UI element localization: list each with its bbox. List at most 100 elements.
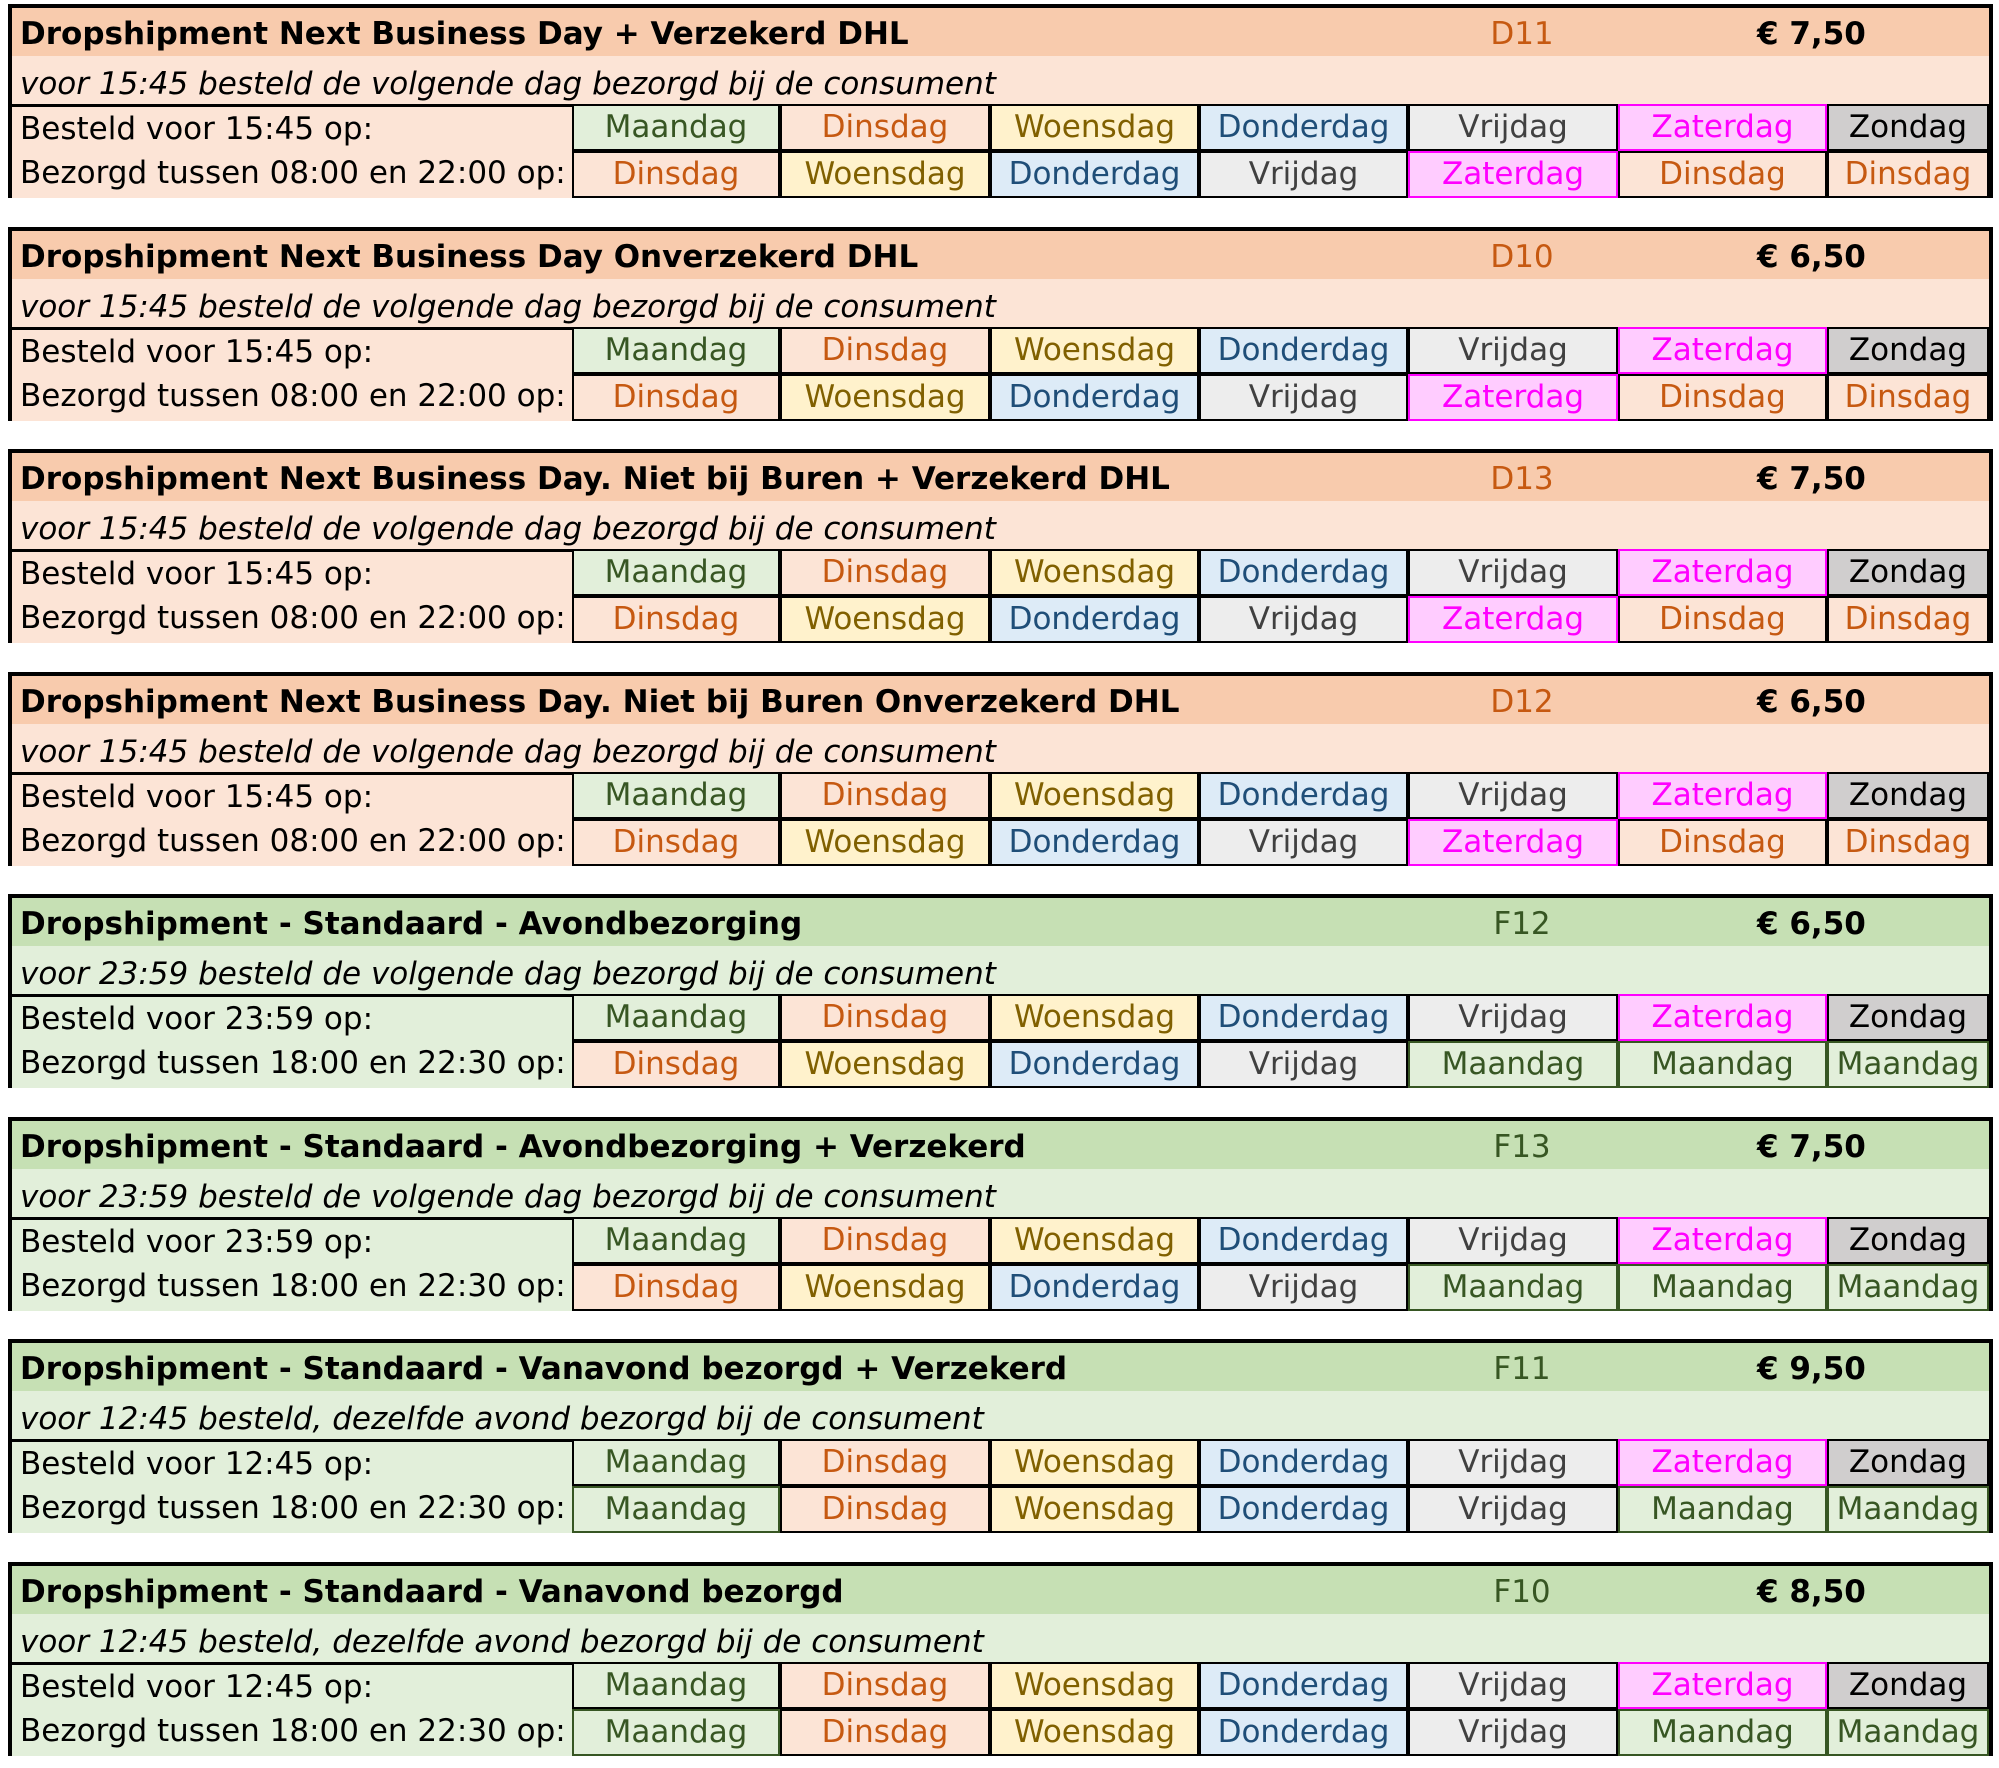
service-subtitle-row: voor 12:45 besteld, dezelfde avond bezor… xyxy=(12,1613,1989,1662)
delivery-day-cell: Donderdag xyxy=(1199,1486,1408,1533)
service-header: Dropshipment Next Business Day. Niet bij… xyxy=(12,675,1989,724)
delivery-day-cell: Donderdag xyxy=(990,373,1199,421)
order-day-cell: Donderdag xyxy=(1199,994,1408,1041)
delivery-day-cell: Dinsdag xyxy=(780,1486,990,1533)
service-subtitle: voor 23:59 besteld de volgende dag bezor… xyxy=(20,1178,996,1215)
order-day-cell: Woensdag xyxy=(990,1661,1199,1709)
order-label: Besteld voor 15:45 op: xyxy=(12,104,572,151)
order-day-cell: Dinsdag xyxy=(780,326,990,374)
service-block: Dropshipment - Standaard - Avondbezorgin… xyxy=(8,1116,1993,1311)
service-subtitle-row: voor 15:45 besteld de volgende dag bezor… xyxy=(12,278,1989,327)
delivery-day-cell: Vrijdag xyxy=(1199,1041,1408,1088)
delivery-day-cell: Vrijdag xyxy=(1408,1708,1618,1756)
order-day-cell: Dinsdag xyxy=(780,994,990,1041)
service-price: € 8,50 xyxy=(1757,1573,1866,1610)
service-header: Dropshipment - Standaard - Vanavond bezo… xyxy=(12,1343,1989,1391)
order-day-cell: Donderdag xyxy=(1199,1439,1408,1486)
order-day-cell: Zaterdag xyxy=(1618,771,1827,819)
delivery-day-cell: Maandag xyxy=(1827,1486,1989,1533)
order-day-cell: Donderdag xyxy=(1199,1216,1408,1264)
order-day-cell: Zondag xyxy=(1827,104,1989,151)
order-day-cell: Zondag xyxy=(1827,994,1989,1041)
service-price: € 7,50 xyxy=(1757,461,1866,497)
delivery-label: Bezorgd tussen 18:00 en 22:30 op: xyxy=(12,1263,572,1311)
service-header: Dropshipment - Standaard - Avondbezorgin… xyxy=(12,898,1989,946)
order-day-cell: Woensdag xyxy=(990,994,1199,1041)
order-day-cell: Maandag xyxy=(572,549,780,596)
service-block: Dropshipment Next Business Day + Verzeke… xyxy=(8,4,1993,198)
day-schedule: Besteld voor 12:45 op: Bezorgd tussen 18:… xyxy=(12,1439,1989,1533)
order-day-cell: Zondag xyxy=(1827,1216,1989,1264)
delivery-day-cell: Maandag xyxy=(1408,1263,1618,1311)
delivery-day-cell: Maandag xyxy=(1618,1486,1827,1533)
delivery-day-cell: Maandag xyxy=(1618,1263,1827,1311)
service-title: Dropshipment Next Business Day. Niet bij… xyxy=(20,683,1180,720)
delivery-day-cell: Dinsdag xyxy=(1618,151,1827,198)
delivery-day-cell: Zaterdag xyxy=(1408,596,1618,643)
order-day-cell: Zaterdag xyxy=(1618,1439,1827,1486)
order-day-cell: Woensdag xyxy=(990,104,1199,151)
service-subtitle: voor 12:45 besteld, dezelfde avond bezor… xyxy=(20,1401,984,1437)
service-block: Dropshipment - Standaard - Avondbezorgin… xyxy=(8,894,1993,1088)
delivery-day-cell: Woensdag xyxy=(780,1041,990,1088)
delivery-day-cell: Donderdag xyxy=(990,1263,1199,1311)
order-day-cell: Zaterdag xyxy=(1618,326,1827,374)
day-schedule: Besteld voor 15:45 op: Bezorgd tussen 08:… xyxy=(12,771,1989,866)
service-price: € 6,50 xyxy=(1757,683,1866,720)
order-day-cell: Donderdag xyxy=(1199,104,1408,151)
service-code: D12 xyxy=(1490,683,1554,720)
order-day-cell: Maandag xyxy=(572,1439,780,1486)
delivery-day-cell: Maandag xyxy=(1618,1708,1827,1756)
order-label: Besteld voor 23:59 op: xyxy=(12,1216,572,1264)
delivery-day-cell: Dinsdag xyxy=(1618,818,1827,866)
delivery-day-cell: Dinsdag xyxy=(572,373,780,421)
service-subtitle: voor 15:45 besteld de volgende dag bezor… xyxy=(20,733,996,770)
day-schedule: Besteld voor 15:45 op: Bezorgd tussen 08:… xyxy=(12,326,1989,421)
delivery-day-cell: Maandag xyxy=(572,1708,780,1756)
delivery-label: Bezorgd tussen 08:00 en 22:00 op: xyxy=(12,818,572,866)
delivery-day-cell: Dinsdag xyxy=(572,151,780,198)
service-code: D10 xyxy=(1490,238,1554,275)
delivery-day-cell: Dinsdag xyxy=(1827,596,1989,643)
order-day-cell: Donderdag xyxy=(1199,549,1408,596)
delivery-label: Bezorgd tussen 08:00 en 22:00 op: xyxy=(12,151,572,198)
delivery-day-cell: Zaterdag xyxy=(1408,151,1618,198)
delivery-day-cell: Maandag xyxy=(1618,1041,1827,1088)
service-code: D11 xyxy=(1490,16,1554,52)
order-label: Besteld voor 15:45 op: xyxy=(12,771,572,819)
service-title: Dropshipment - Standaard - Vanavond bezo… xyxy=(20,1351,1068,1387)
delivery-label: Bezorgd tussen 08:00 en 22:00 op: xyxy=(12,596,572,643)
order-day-cell: Vrijdag xyxy=(1408,771,1618,819)
service-price: € 7,50 xyxy=(1757,1128,1866,1165)
delivery-day-cell: Dinsdag xyxy=(1618,373,1827,421)
delivery-day-cell: Vrijdag xyxy=(1199,151,1408,198)
order-day-cell: Dinsdag xyxy=(780,771,990,819)
service-subtitle-row: voor 23:59 besteld de volgende dag bezor… xyxy=(12,1168,1989,1217)
order-day-cell: Woensdag xyxy=(990,1216,1199,1264)
day-schedule: Besteld voor 23:59 op: Bezorgd tussen 18:… xyxy=(12,994,1989,1088)
delivery-day-cell: Maandag xyxy=(1408,1041,1618,1088)
service-title: Dropshipment Next Business Day. Niet bij… xyxy=(20,461,1170,497)
order-day-cell: Dinsdag xyxy=(780,1661,990,1709)
service-title: Dropshipment Next Business Day + Verzeke… xyxy=(20,16,909,52)
order-day-cell: Maandag xyxy=(572,994,780,1041)
order-day-cell: Zondag xyxy=(1827,1661,1989,1709)
delivery-day-cell: Dinsdag xyxy=(1618,596,1827,643)
delivery-label: Bezorgd tussen 18:00 en 22:30 op: xyxy=(12,1041,572,1088)
delivery-day-cell: Dinsdag xyxy=(572,596,780,643)
delivery-day-cell: Vrijdag xyxy=(1199,596,1408,643)
service-code: F13 xyxy=(1493,1128,1551,1165)
day-schedule: Besteld voor 15:45 op: Bezorgd tussen 08:… xyxy=(12,104,1989,198)
service-subtitle: voor 15:45 besteld de volgende dag bezor… xyxy=(20,66,996,102)
service-subtitle-row: voor 15:45 besteld de volgende dag bezor… xyxy=(12,501,1989,549)
order-day-cell: Zondag xyxy=(1827,771,1989,819)
order-day-cell: Woensdag xyxy=(990,326,1199,374)
order-day-cell: Maandag xyxy=(572,326,780,374)
service-price: € 6,50 xyxy=(1757,238,1866,275)
service-subtitle: voor 23:59 besteld de volgende dag bezor… xyxy=(20,956,996,992)
service-header: Dropshipment Next Business Day. Niet bij… xyxy=(12,453,1989,501)
delivery-day-cell: Maandag xyxy=(572,1486,780,1533)
delivery-day-cell: Woensdag xyxy=(780,1263,990,1311)
order-day-cell: Vrijdag xyxy=(1408,326,1618,374)
order-day-cell: Zondag xyxy=(1827,549,1989,596)
